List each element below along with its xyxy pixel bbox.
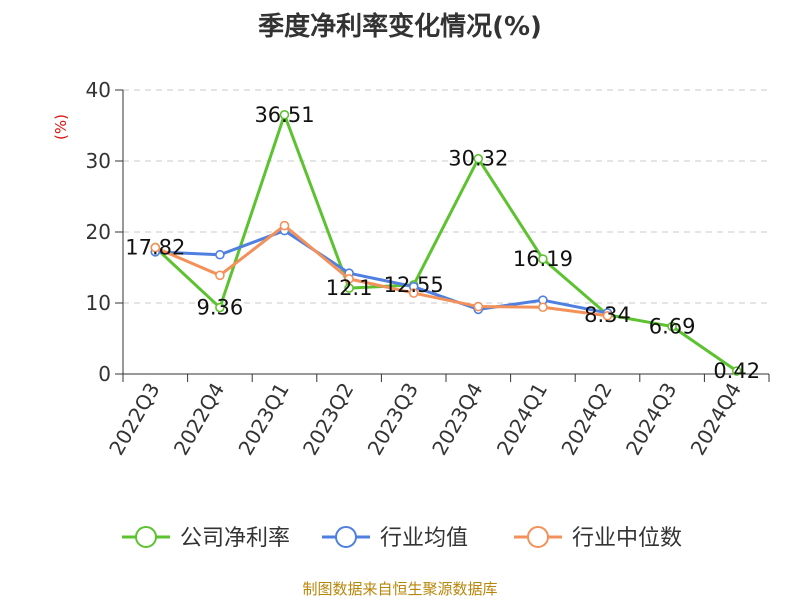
data-point: [279, 220, 290, 231]
legend: 公司净利率 行业均值 行业中位数: [122, 526, 682, 551]
series-line: [154, 113, 738, 373]
legend-label: 行业均值: [380, 526, 468, 551]
y-tick-label: 0: [98, 362, 111, 386]
source-note: 制图数据来自恒生聚源数据库: [302, 580, 498, 598]
y-axis-label: (%): [52, 114, 70, 140]
data-point: [473, 301, 484, 312]
x-tick-label: 2024Q3: [621, 379, 681, 460]
legend-marker: [135, 526, 157, 548]
x-tick-label: 2023Q2: [298, 379, 358, 460]
legend-label: 行业中位数: [572, 526, 682, 551]
legend-item-0[interactable]: 公司净利率: [122, 526, 290, 551]
data-label: 12.1: [326, 276, 373, 300]
data-label: 36.51: [254, 103, 314, 127]
data-labels: 17.82 9.36 36.51 12.1 12.55 30.32 16.19 8.34 6.6…: [125, 103, 760, 383]
legend-marker: [335, 526, 357, 548]
data-point: [150, 242, 161, 253]
data-label: 8.34: [584, 303, 631, 327]
data-label: 17.82: [125, 235, 185, 259]
y-tick-label: 20: [86, 220, 111, 244]
data-point: [473, 153, 484, 164]
data-point: [538, 254, 548, 264]
data-label: 9.36: [197, 296, 244, 320]
x-tick-label: 2023Q3: [363, 379, 423, 460]
y-tick-label: 40: [86, 78, 111, 102]
x-tick-label: 2024Q4: [686, 379, 746, 460]
grid-lines: [123, 89, 769, 304]
data-label: 16.19: [513, 247, 573, 271]
data-label: 12.55: [384, 273, 444, 297]
y-tick-label: 10: [86, 291, 111, 315]
chart-title: 季度净利率变化情况(%): [258, 12, 542, 42]
data-point: [215, 270, 225, 281]
x-tick-label: 2022Q3: [104, 379, 164, 460]
series-2: [150, 220, 613, 321]
data-point: [344, 283, 354, 293]
legend-item-1[interactable]: 行业均值: [322, 526, 468, 551]
data-label: 0.42: [713, 359, 760, 383]
series-line: [154, 224, 608, 318]
data-label: 6.69: [649, 315, 696, 339]
data-point: [731, 366, 742, 376]
y-tick-label: 30: [86, 149, 111, 173]
data-point: [667, 321, 677, 332]
data-point: [408, 288, 419, 298]
series-layer: [150, 109, 742, 376]
data-point: [344, 274, 354, 284]
legend-marker: [527, 526, 549, 548]
data-point: [279, 109, 290, 120]
x-tick-label: 2023Q4: [427, 379, 487, 460]
data-point: [602, 310, 613, 321]
x-tick-label: 2022Q4: [169, 379, 229, 460]
data-label: 30.32: [448, 147, 508, 171]
x-tick-label: 2024Q1: [492, 379, 552, 460]
data-point: [215, 302, 225, 313]
x-tick-label: 2024Q2: [556, 379, 616, 460]
legend-item-2[interactable]: 行业中位数: [514, 526, 682, 551]
legend-label: 公司净利率: [180, 526, 290, 551]
x-tick-label: 2023Q1: [233, 379, 293, 460]
data-point: [215, 249, 225, 260]
series-line: [155, 229, 608, 315]
data-point: [538, 302, 548, 313]
